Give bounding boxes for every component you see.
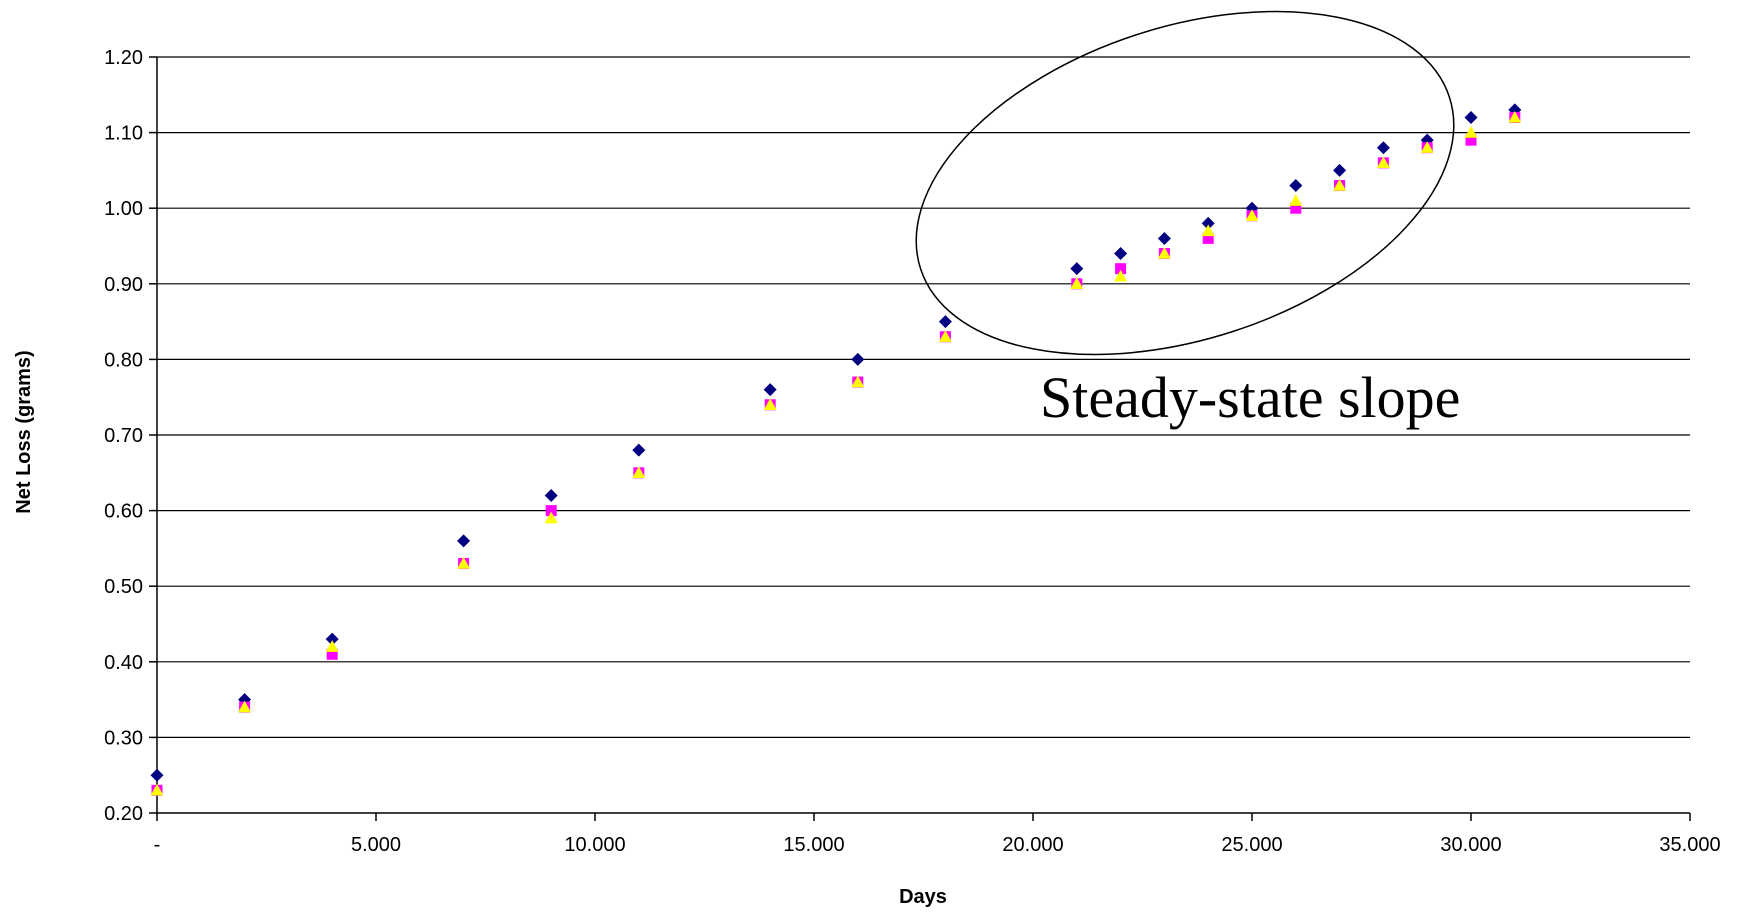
diamond-marker bbox=[851, 352, 865, 366]
diamond-marker bbox=[325, 632, 339, 646]
x-tick-label: 30.000 bbox=[1440, 834, 1501, 856]
y-tick-label: 0.60 bbox=[104, 501, 143, 523]
diamond-marker bbox=[632, 443, 646, 457]
y-tick-label: 1.20 bbox=[104, 47, 143, 69]
diamond-marker bbox=[938, 315, 952, 329]
square-marker bbox=[1202, 232, 1214, 244]
gridlines bbox=[157, 56, 1690, 739]
diamond-marker bbox=[1201, 216, 1215, 230]
y-tick-label: 0.20 bbox=[104, 803, 143, 825]
square-marker bbox=[545, 505, 557, 517]
y-tick-label: 0.90 bbox=[104, 274, 143, 296]
triangle-marker bbox=[1201, 224, 1215, 237]
y-tick-labels: 0.20 0.30 0.40 0.50 0.60 0.70 0.80 0.90 1.00 1.10… bbox=[104, 47, 143, 825]
x-tick-label: - bbox=[154, 834, 161, 856]
triangle-marker bbox=[1376, 156, 1390, 169]
triangle-marker bbox=[457, 557, 471, 569]
triangle-marker bbox=[325, 640, 339, 652]
x-tick-labels: - 5.000 10.000 15.000 20.000 25.000 30.000 35.0… bbox=[154, 834, 1721, 856]
steady-state-annotation: Steady-state slope bbox=[1040, 365, 1460, 430]
diamond-marker bbox=[1070, 262, 1084, 276]
diamond-marker bbox=[763, 383, 777, 397]
triangle-marker bbox=[1508, 110, 1522, 123]
diamond-marker bbox=[1157, 231, 1171, 245]
data-points bbox=[150, 103, 1522, 796]
triangle-marker bbox=[544, 511, 558, 524]
square-marker bbox=[1290, 202, 1302, 214]
y-tick-label: 0.50 bbox=[104, 576, 143, 598]
triangle-marker bbox=[851, 375, 865, 388]
y-tick-label: 0.40 bbox=[104, 652, 143, 674]
x-tick-label: 35.000 bbox=[1659, 834, 1720, 856]
x-tick-label: 15.000 bbox=[783, 834, 844, 856]
triangle-marker bbox=[1114, 269, 1128, 282]
y-tick-label: 0.70 bbox=[104, 425, 143, 447]
diamond-marker bbox=[1376, 141, 1390, 155]
steady-state-ellipse bbox=[915, 10, 1455, 356]
triangle-marker bbox=[1464, 126, 1478, 138]
x-tick-label: 20.000 bbox=[1002, 834, 1063, 856]
diamond-marker bbox=[544, 488, 558, 502]
triangle-marker bbox=[1157, 247, 1171, 259]
triangle-marker bbox=[150, 783, 164, 796]
triangle-marker bbox=[632, 466, 646, 478]
y-tick-label: 1.10 bbox=[104, 123, 143, 145]
axes bbox=[149, 56, 1691, 821]
diamond-marker bbox=[1333, 163, 1347, 177]
diamond-marker bbox=[150, 768, 164, 782]
triangle-marker bbox=[1333, 179, 1347, 191]
y-tick-label: 0.30 bbox=[104, 727, 143, 749]
y-tick-label: 0.80 bbox=[104, 349, 143, 371]
x-tick-label: 10.000 bbox=[564, 834, 625, 856]
square-marker bbox=[326, 648, 338, 660]
x-axis-title: Days bbox=[899, 886, 947, 908]
triangle-marker bbox=[1289, 194, 1303, 206]
diamond-marker bbox=[457, 534, 471, 548]
diamond-marker bbox=[1289, 179, 1303, 193]
diamond-marker bbox=[1114, 247, 1128, 261]
x-tick-label: 25.000 bbox=[1221, 834, 1282, 856]
diamond-marker bbox=[1464, 110, 1478, 124]
triangle-marker bbox=[1070, 277, 1084, 289]
triangle-marker bbox=[763, 398, 777, 410]
triangle-marker bbox=[938, 330, 952, 342]
y-axis-title: Net Loss (grams) bbox=[13, 350, 35, 513]
triangle-marker bbox=[238, 700, 252, 713]
triangle-marker bbox=[1245, 209, 1259, 221]
square-marker bbox=[1115, 263, 1127, 275]
x-tick-label: 5.000 bbox=[351, 834, 401, 856]
square-marker bbox=[1465, 134, 1477, 146]
y-tick-label: 1.00 bbox=[104, 198, 143, 220]
triangle-marker bbox=[1420, 141, 1434, 153]
